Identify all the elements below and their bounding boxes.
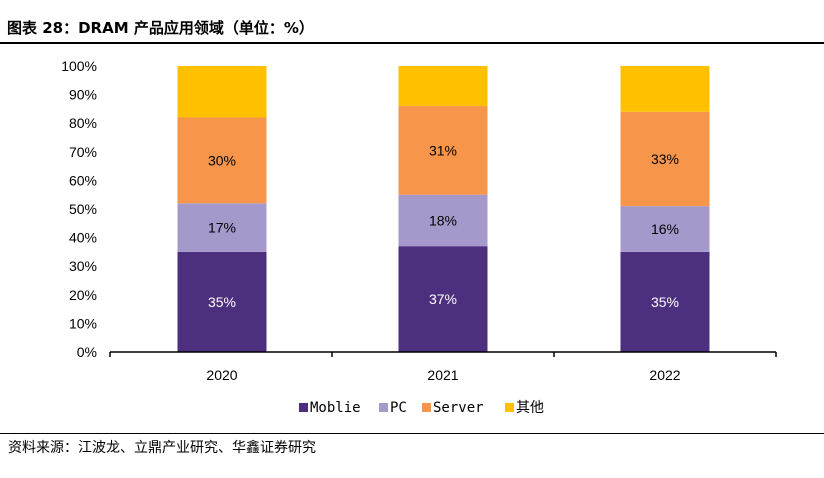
data-label: 17% (208, 220, 236, 236)
legend-label: 其他 (516, 400, 544, 416)
source-note: 资料来源：江波龙、立鼎产业研究、华鑫证券研究 (8, 440, 316, 456)
bar-segment-其他 (398, 66, 488, 107)
bar-segment-其他 (177, 66, 267, 118)
legend-swatch-其他 (505, 403, 514, 412)
bar-segment-moblie (177, 251, 267, 352)
data-label: 35% (208, 294, 236, 310)
title-rule (0, 42, 824, 44)
legend-swatch-pc (379, 403, 388, 412)
bars: 35% 17% 30% 37% 18% 31% 35% 16% 33% (177, 66, 710, 352)
y-tick-label: 0% (77, 344, 97, 360)
source-rule (0, 433, 824, 434)
y-tick-label: 80% (69, 115, 97, 131)
legend-label: Moblie (310, 400, 361, 416)
data-label: 33% (651, 151, 679, 167)
x-axis: 2020 2021 2022 (109, 351, 777, 383)
bar-segment-pc (398, 194, 488, 247)
x-tick-label: 2020 (206, 367, 237, 383)
y-tick-label: 30% (69, 258, 97, 274)
bar-segment-server (398, 106, 488, 195)
legend-swatch-server (422, 403, 431, 412)
y-tick-label: 90% (69, 87, 97, 103)
bar-segment-pc (177, 203, 267, 252)
y-tick-label: 10% (69, 315, 97, 331)
y-tick-label: 60% (69, 172, 97, 188)
legend: Moblie PC Server 其他 (299, 400, 544, 416)
y-tick-label: 50% (69, 201, 97, 217)
legend-swatch-moblie (299, 403, 308, 412)
data-label: 16% (651, 221, 679, 237)
y-tick-label: 40% (69, 230, 97, 246)
stacked-bar-chart: 0% 10% 20% 30% 40% 50% 60% 70% 80% 90% 100% 35% 17%… (61, 58, 777, 416)
data-label: 18% (429, 212, 457, 228)
bar-segment-server (620, 111, 710, 207)
bar-segment-moblie (620, 251, 710, 352)
x-tick-label: 2021 (427, 367, 458, 383)
data-label: 37% (429, 291, 457, 307)
legend-label: Server (433, 400, 484, 416)
data-label: 31% (429, 142, 457, 158)
y-axis: 0% 10% 20% 30% 40% 50% 60% 70% 80% 90% 100% (61, 58, 97, 360)
legend-label: PC (390, 400, 407, 416)
x-tick-label: 2022 (649, 367, 680, 383)
bar-segment-pc (620, 206, 710, 252)
chart-title: 图表 28：DRAM 产品应用领域（单位：%） (7, 19, 314, 37)
bar-segment-其他 (620, 66, 710, 112)
y-tick-label: 70% (69, 144, 97, 160)
data-label: 30% (208, 152, 236, 168)
bar-segment-server (177, 117, 267, 204)
y-tick-label: 20% (69, 287, 97, 303)
bar-segment-moblie (398, 246, 488, 352)
data-label: 35% (651, 294, 679, 310)
y-tick-label: 100% (61, 58, 97, 74)
